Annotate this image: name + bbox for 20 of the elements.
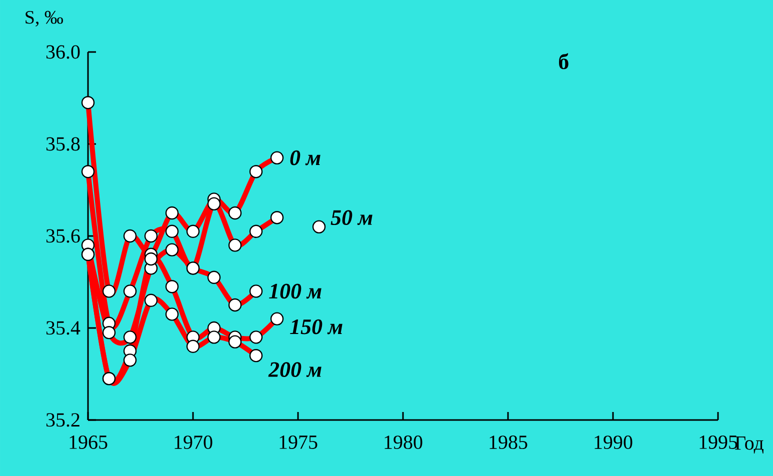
x-tick-label: 1995 <box>700 436 738 449</box>
x-tick-label: 1970 <box>174 436 212 450</box>
y-tick-label: 36.0 <box>46 45 80 59</box>
x-tick-label: 1965 <box>70 436 108 449</box>
series-label: 100 м <box>269 284 322 299</box>
y-tick-label: 35.6 <box>46 229 80 243</box>
x-tick-label: 1975 <box>280 436 318 449</box>
y-tick-label: 35.2 <box>46 413 80 427</box>
x-tick-label: 1990 <box>594 436 632 450</box>
x-tick-label: 1980 <box>384 436 422 450</box>
chart-title: б <box>559 53 568 70</box>
series-label: 150 м <box>290 319 342 334</box>
series-label: 0 м <box>290 150 320 166</box>
series-label: 200 м <box>268 362 322 378</box>
x-tick-label: 1985 <box>490 436 528 450</box>
y-tick-label: 35.8 <box>46 137 80 151</box>
x-axis-title: Год <box>735 436 764 454</box>
y-axis-title: S, ‰ <box>26 10 63 26</box>
text: 50 м <box>330 210 372 226</box>
y-tick-label: 35.4 <box>46 321 80 335</box>
